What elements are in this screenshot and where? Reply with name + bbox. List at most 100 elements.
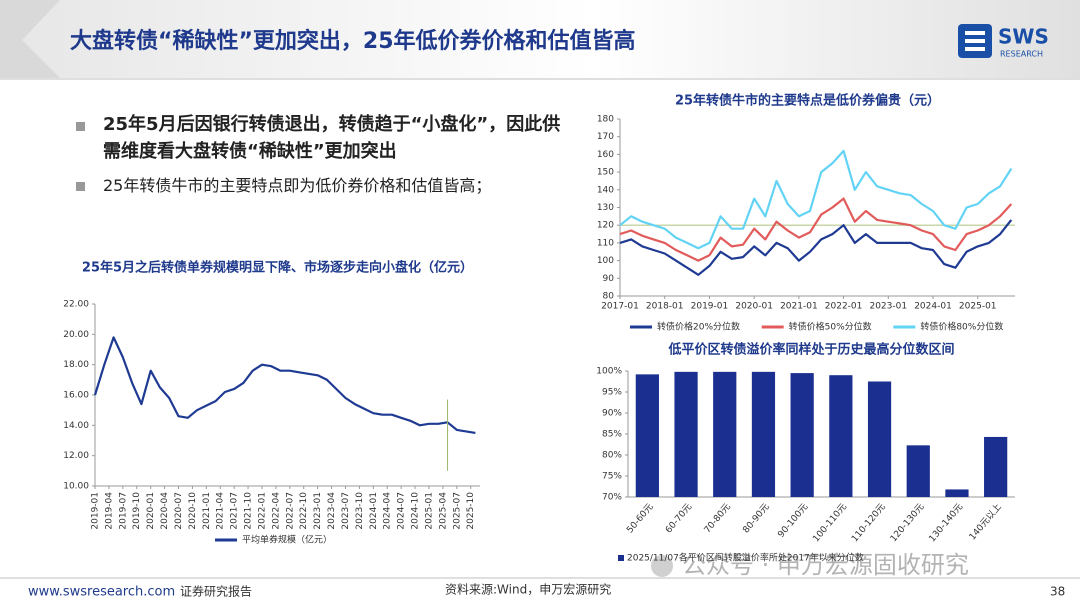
y-tick-label: 12.00	[63, 451, 89, 461]
x-tick-label: 2023-07	[341, 492, 351, 530]
header-band	[0, 0, 1080, 78]
chart-title: 25年5月之后转债单券规模明显下降、市场逐步走向小盘化（亿元）	[82, 260, 473, 276]
x-tick-label: 2019-07	[118, 492, 128, 530]
y-tick-label: 10.00	[63, 482, 89, 492]
series-line	[93, 336, 476, 434]
x-tick-label: 2020-01	[735, 302, 773, 312]
header-wedge	[0, 0, 60, 78]
x-tick-label: 90-100元	[776, 502, 810, 540]
x-tick-label: 2024-04	[383, 492, 393, 530]
y-tick-label: 100%	[596, 367, 622, 377]
x-tick-label: 2025-10	[466, 492, 476, 530]
x-tick-label: 2022-04	[271, 492, 281, 530]
x-tick-label: 110-120元	[850, 502, 888, 544]
x-tick-label: 2023-04	[327, 492, 337, 530]
y-tick-label: 22.00	[63, 300, 89, 310]
x-tick-label: 2022-07	[285, 492, 295, 530]
x-tick-label: 2018-01	[646, 302, 684, 312]
chart-title: 低平价区转债溢价率同样处于历史最高分位数区间	[667, 342, 954, 358]
y-tick-label: 180	[597, 115, 614, 125]
x-tick-label: 2017-01	[601, 302, 639, 312]
x-tick-label: 120-130元	[889, 502, 927, 544]
x-tick-label: 2024-10	[411, 492, 421, 530]
bar	[790, 373, 814, 497]
bar	[635, 374, 659, 497]
x-tick-label: 2025-01	[424, 492, 434, 530]
logo: SWS RESEARCH	[958, 24, 1049, 59]
x-tick-label: 80-90元	[741, 502, 771, 535]
series-line	[619, 149, 1013, 250]
footer-site: www.swsresearch.com	[28, 585, 175, 600]
y-tick-label: 120	[597, 221, 614, 231]
x-tick-label: 2023-10	[355, 492, 365, 530]
x-tick-label: 2024-07	[397, 492, 407, 530]
y-tick-label: 90	[603, 274, 615, 284]
bar	[674, 371, 698, 497]
y-tick-label: 100	[597, 256, 614, 266]
x-tick-label: 2022-01	[825, 302, 863, 312]
bullet-text: 25年5月后因银行转债退出，转债趋于“小盘化”，因此供需维度看大盘转债“稀缺性”…	[103, 114, 561, 162]
series-line	[619, 219, 1013, 276]
legend-label: 2025/11/07各平价区间转股溢价率所处2017年以来分位数	[627, 552, 864, 564]
series-line	[619, 197, 1013, 262]
x-tick-label: 2022-10	[299, 492, 309, 530]
x-tick-label: 2025-07	[452, 492, 462, 530]
y-tick-label: 130	[597, 203, 614, 213]
y-tick-label: 85%	[602, 430, 622, 440]
bullet-marker	[76, 122, 85, 131]
legend-label: 转债价格20%分位数	[657, 321, 740, 333]
x-tick-label: 2024-01	[369, 492, 379, 530]
chart-title: 25年转债牛市的主要特点是低价券偏贵（元）	[675, 93, 940, 109]
watermark: 公众号 · 申万宏源固收研究	[682, 551, 969, 579]
slide-title: 大盘转债“稀缺性”更加突出，25年低价券价格和估值皆高	[70, 28, 636, 54]
x-tick-label: 2024-01	[914, 302, 952, 312]
legend-swatch	[618, 555, 624, 561]
y-tick-label: 70%	[602, 493, 622, 503]
page-number: 38	[1050, 585, 1065, 599]
bar	[984, 436, 1008, 497]
x-tick-label: 2020-04	[160, 492, 170, 530]
legend-label: 平均单券规模（亿元）	[242, 534, 332, 546]
x-tick-label: 50-60元	[625, 502, 655, 535]
x-tick-label: 100-110元	[811, 502, 849, 544]
x-tick-label: 2020-01	[146, 492, 156, 530]
x-tick-label: 60-70元	[664, 502, 694, 535]
x-tick-label: 2021-01	[780, 302, 818, 312]
logo-name: SWS	[998, 25, 1049, 49]
x-tick-label: 2021-04	[216, 492, 226, 530]
x-tick-label: 2021-07	[230, 492, 240, 530]
x-tick-label: 2021-01	[202, 492, 212, 530]
logo-sub: RESEARCH	[1000, 50, 1043, 59]
y-tick-label: 90%	[602, 409, 622, 419]
x-tick-label: 2019-01	[91, 492, 101, 530]
x-tick-label: 140元以上	[967, 501, 1004, 542]
x-tick-label: 130-140元	[928, 502, 966, 544]
x-tick-label: 2022-01	[257, 492, 267, 530]
x-tick-label: 2019-01	[691, 302, 729, 312]
logo-stripe	[965, 47, 985, 51]
bar	[751, 371, 776, 497]
bar	[713, 371, 737, 497]
x-tick-label: 2025-01	[959, 302, 997, 312]
bar	[829, 375, 853, 497]
y-tick-label: 75%	[602, 472, 622, 482]
y-tick-label: 150	[597, 168, 614, 178]
x-tick-label: 2020-07	[174, 492, 184, 530]
x-tick-label: 2023-01	[313, 492, 323, 530]
y-tick-label: 110	[597, 238, 614, 248]
legend-label: 转债价格80%分位数	[920, 321, 1003, 333]
bar	[906, 445, 930, 497]
x-tick-label: 2021-10	[244, 492, 254, 530]
y-tick-label: 170	[597, 132, 614, 142]
footer-source: 资料来源:Wind，申万宏源研究	[445, 582, 611, 597]
y-tick-label: 16.00	[63, 391, 89, 401]
x-tick-label: 2025-04	[438, 492, 448, 530]
bar	[867, 381, 892, 497]
y-tick-label: 80%	[602, 451, 622, 461]
watermark-icon	[651, 555, 673, 577]
y-tick-label: 80	[603, 292, 615, 302]
logo-stripe	[965, 39, 985, 43]
bullet-marker	[76, 182, 85, 191]
